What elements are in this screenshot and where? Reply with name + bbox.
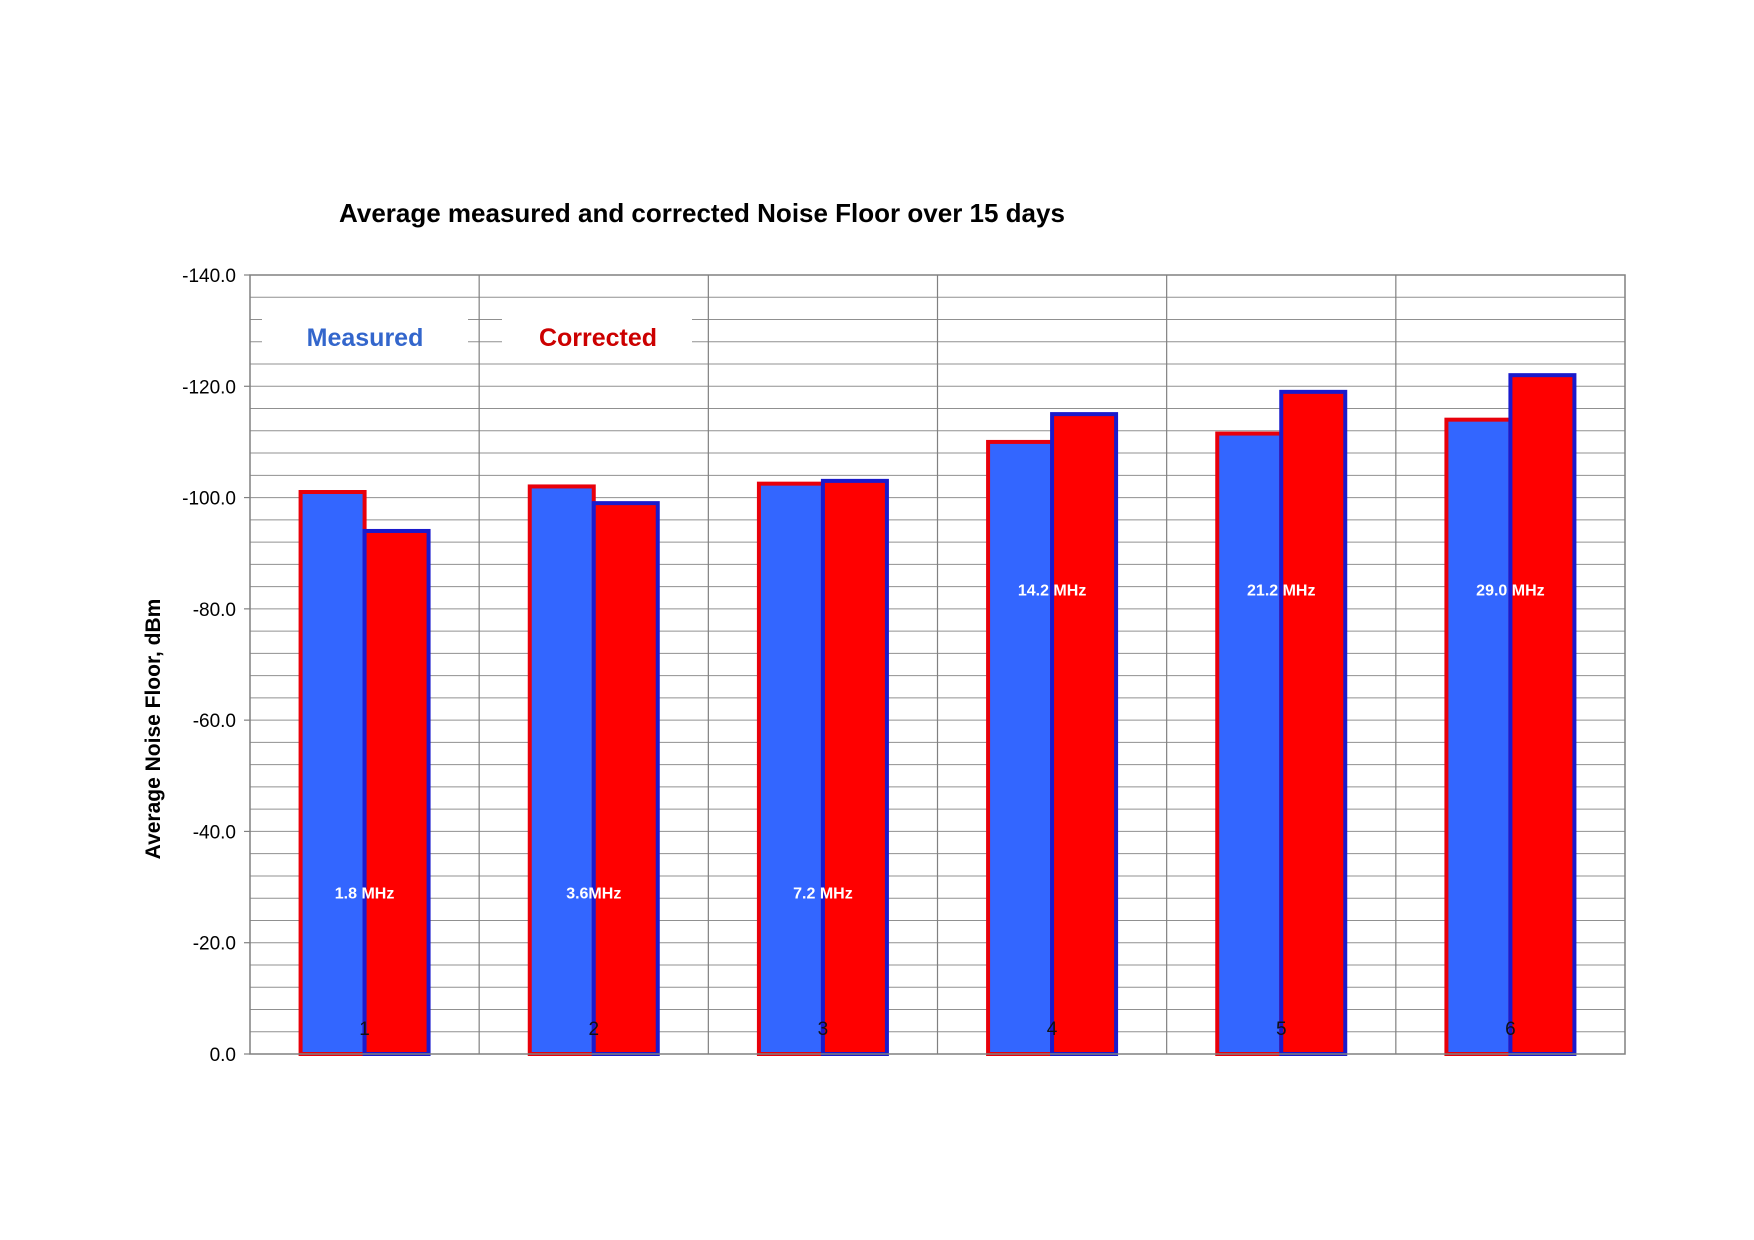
y-axis-label: Average Noise Floor, dBm [142, 599, 165, 860]
legend-corrected-label: Corrected [539, 324, 657, 352]
x-category-label: 6 [1505, 1019, 1516, 1040]
frequency-annotation: 14.2 MHz [1018, 582, 1086, 599]
bar-corrected-1 [362, 528, 431, 1056]
bar-measured-2 [527, 484, 596, 1056]
x-categories: 1 2 3 4 5 6 [359, 1019, 1515, 1040]
x-category-label: 2 [588, 1019, 599, 1040]
bar-measured-4 [986, 439, 1055, 1056]
bar-measured-6 [1444, 417, 1513, 1056]
x-category-label: 4 [1047, 1019, 1058, 1040]
frequency-annotation: 3.6MHz [566, 886, 621, 903]
frequency-annotation: 7.2 MHz [793, 886, 853, 903]
x-category-label: 1 [359, 1019, 370, 1040]
plot-frame [249, 274, 1626, 1055]
bar-corrected-3 [820, 478, 889, 1056]
legend-measured-label: Measured [307, 324, 424, 352]
bar-measured-3 [756, 481, 825, 1056]
y-ticks: 0.0 -20.0 -40.0 -60.0 -80.0 -100.0 -120.0 -140.… [182, 266, 250, 1066]
frequency-annotation: 1.8 MHz [335, 886, 395, 903]
y-tick-label: -140.0 [182, 266, 236, 287]
y-tick-label: 0.0 [210, 1045, 236, 1066]
legend-corrected-box [502, 313, 692, 361]
bars [298, 373, 1577, 1057]
legend: Measured Corrected [262, 313, 692, 361]
frequency-annotations: 1.8 MHz 3.6MHz 7.2 MHz 14.2 MHz 21.2 MHz 29.0… [335, 582, 1545, 902]
gridlines [250, 275, 1625, 1054]
bar-corrected-4 [1050, 412, 1119, 1057]
y-tick-label: -20.0 [193, 934, 236, 955]
bar-measured-1 [298, 490, 367, 1056]
x-category-label: 5 [1276, 1019, 1287, 1040]
y-tick-label: -120.0 [182, 377, 236, 398]
bar-corrected-5 [1279, 389, 1348, 1057]
bar-corrected-2 [591, 501, 660, 1056]
frequency-annotation: 21.2 MHz [1247, 582, 1315, 599]
chart-title: Average measured and corrected Noise Flo… [339, 198, 1065, 228]
frequency-annotation: 29.0 MHz [1476, 582, 1544, 599]
y-tick-label: -40.0 [193, 822, 236, 843]
y-tick-label: -80.0 [193, 600, 236, 621]
bar-measured-5 [1215, 431, 1284, 1056]
bar-corrected-6 [1508, 373, 1577, 1056]
y-tick-label: -100.0 [182, 489, 236, 510]
legend-measured-box [262, 313, 468, 361]
x-category-label: 3 [818, 1019, 829, 1040]
y-tick-label: -60.0 [193, 711, 236, 732]
